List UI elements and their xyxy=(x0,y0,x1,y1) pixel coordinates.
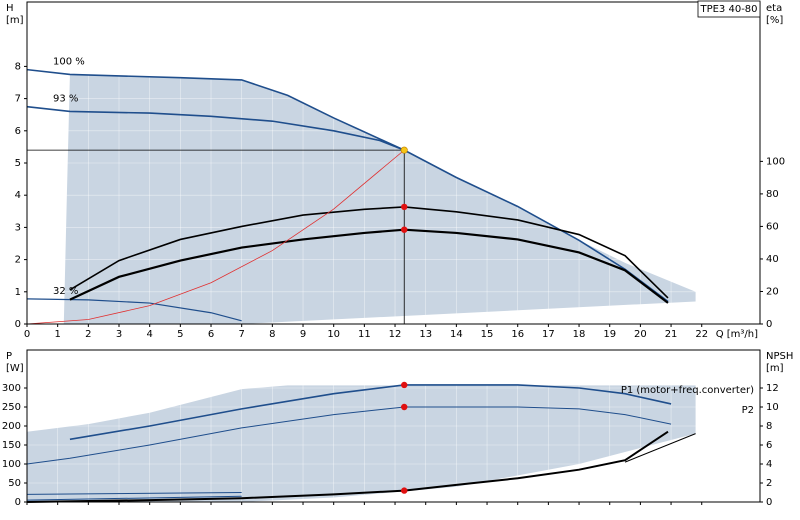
y-tick-label: 150 xyxy=(2,440,21,451)
x-tick-label: 10 xyxy=(327,329,340,340)
duty-point xyxy=(401,226,408,233)
curve xyxy=(26,430,669,503)
x-tick-label: 22 xyxy=(695,329,708,340)
y-tick-label: 2 xyxy=(15,255,21,266)
title-box xyxy=(697,0,761,18)
x-tick-label: 21 xyxy=(665,329,678,340)
y-tick-label: 300 xyxy=(2,383,21,394)
y-tick-label: 0 xyxy=(15,319,21,330)
y2-tick-label: 8 xyxy=(766,421,772,432)
curve-label: 32 % xyxy=(53,286,78,297)
y-axis-label: P xyxy=(6,351,12,362)
y2-tick-label: 4 xyxy=(766,459,772,470)
x-tick-label: 18 xyxy=(573,329,586,340)
y-tick-label: 8 xyxy=(15,61,21,72)
y2-tick-label: 0 xyxy=(766,319,772,330)
y2-tick-label: 20 xyxy=(766,286,779,297)
x-tick-label: 17 xyxy=(542,329,555,340)
operating-range xyxy=(27,385,696,502)
y2-tick-label: 12 xyxy=(766,383,779,394)
curve xyxy=(69,206,669,299)
y2-axis-label: eta xyxy=(766,3,782,14)
y-tick-label: 5 xyxy=(15,158,21,169)
x-axis-label: Q [m³/h] xyxy=(716,329,758,340)
y-axis-unit: [W] xyxy=(6,363,24,374)
curve xyxy=(26,406,672,465)
curve xyxy=(26,495,242,501)
y-tick-label: 6 xyxy=(15,126,21,137)
y2-axis-unit: [m] xyxy=(766,363,784,374)
x-tick-label: 16 xyxy=(511,329,524,340)
y-tick-label: 0 xyxy=(15,497,21,508)
y2-tick-label: 10 xyxy=(766,402,779,413)
y2-tick-label: 60 xyxy=(766,221,779,232)
curve-label: 93 % xyxy=(53,94,78,105)
x-tick-label: 9 xyxy=(300,329,306,340)
y2-tick-label: 2 xyxy=(766,478,772,489)
x-tick-label: 14 xyxy=(450,329,463,340)
x-tick-label: 6 xyxy=(208,329,214,340)
x-tick-label: 4 xyxy=(146,329,152,340)
x-tick-label: 5 xyxy=(177,329,183,340)
y2-tick-label: 0 xyxy=(766,497,772,508)
duty-point xyxy=(401,381,408,389)
y-tick-label: 200 xyxy=(2,421,21,432)
chart-title: TPE3 40-80 xyxy=(699,4,757,15)
y-tick-label: 50 xyxy=(8,478,21,489)
y-tick-label: 7 xyxy=(15,94,21,105)
curve xyxy=(26,149,405,325)
y-axis-unit: [m] xyxy=(6,15,24,26)
y-tick-label: 250 xyxy=(2,402,21,413)
x-tick-label: 15 xyxy=(481,329,494,340)
curve-label: P1 (motor+freq.converter) xyxy=(621,385,754,396)
x-tick-label: 19 xyxy=(603,329,616,340)
x-tick-label: 1 xyxy=(54,329,60,340)
x-tick-label: 8 xyxy=(269,329,275,340)
y2-tick-label: 80 xyxy=(766,189,779,200)
x-tick-label: 0 xyxy=(24,329,30,340)
curve-label: P2 xyxy=(742,405,754,416)
x-tick-label: 3 xyxy=(116,329,122,340)
y2-tick-label: 40 xyxy=(766,254,779,265)
x-tick-label: 2 xyxy=(85,329,91,340)
curve xyxy=(69,228,669,304)
y-tick-label: 100 xyxy=(2,459,21,470)
duty-point xyxy=(401,403,408,411)
x-tick-label: 7 xyxy=(238,329,244,340)
duty-point xyxy=(401,487,408,494)
operating-range xyxy=(63,74,696,324)
curve xyxy=(26,68,669,303)
curve xyxy=(624,433,696,463)
x-tick-label: 13 xyxy=(419,329,432,340)
y2-tick-label: 6 xyxy=(766,440,772,451)
curve xyxy=(26,298,242,322)
curve-label: 100 % xyxy=(53,57,85,68)
y-tick-label: 4 xyxy=(15,190,21,201)
curve xyxy=(26,492,242,495)
x-tick-label: 12 xyxy=(389,329,402,340)
y-tick-label: 1 xyxy=(15,287,21,298)
y2-axis-label: NPSH xyxy=(766,351,793,362)
y2-axis-unit: [%] xyxy=(766,15,783,26)
x-tick-label: 11 xyxy=(358,329,371,340)
curve xyxy=(26,105,405,151)
x-tick-label: 20 xyxy=(634,329,647,340)
y2-tick-label: 100 xyxy=(766,156,785,167)
y-axis-label: H xyxy=(6,3,14,14)
y-tick-label: 3 xyxy=(15,222,21,233)
duty-point xyxy=(401,203,408,211)
duty-point xyxy=(400,146,408,154)
